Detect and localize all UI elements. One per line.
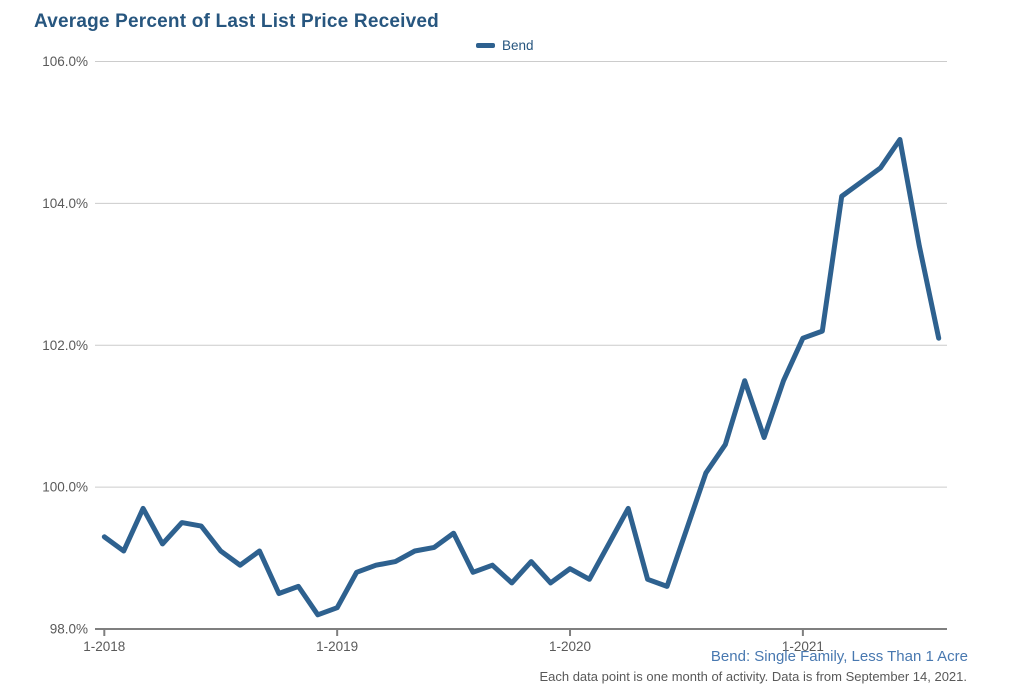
- legend-line-swatch: [476, 43, 495, 48]
- x-axis-label: 1-2019: [316, 639, 358, 654]
- x-axis-label: 1-2018: [83, 639, 125, 654]
- data-footnote: Each data point is one month of activity…: [539, 669, 967, 684]
- legend-label: Bend: [502, 38, 534, 53]
- x-axis-label: 1-2021: [782, 639, 824, 654]
- x-axis-label: 1-2020: [549, 639, 591, 654]
- legend: Bend: [476, 38, 534, 53]
- chart-title: Average Percent of Last List Price Recei…: [34, 11, 439, 32]
- y-axis-label: 104.0%: [42, 196, 88, 211]
- y-axis-label: 98.0%: [50, 622, 88, 637]
- y-axis-label: 100.0%: [42, 480, 88, 495]
- y-axis-label: 106.0%: [42, 54, 88, 69]
- y-axis-label: 102.0%: [42, 338, 88, 353]
- series-line-bend: [101, 137, 942, 618]
- series-footnote: Bend: Single Family, Less Than 1 Acre: [710, 648, 968, 665]
